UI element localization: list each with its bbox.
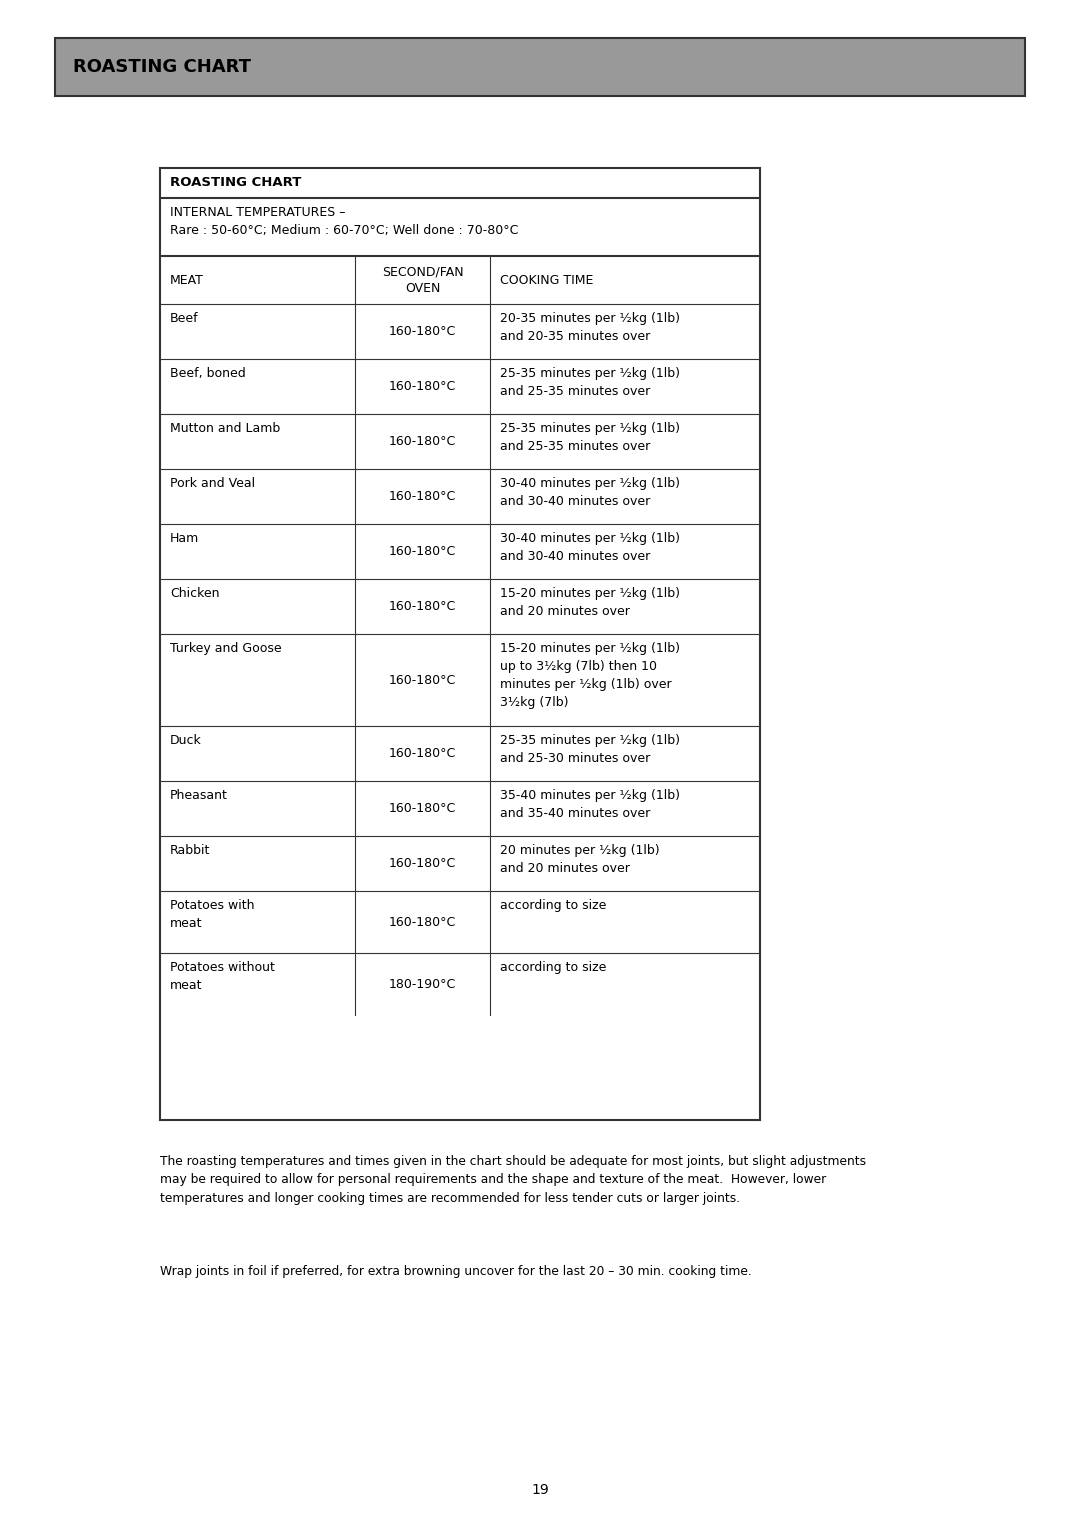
Text: Beef: Beef: [170, 312, 199, 325]
Text: 160-180°C: 160-180°C: [389, 747, 456, 759]
Text: 160-180°C: 160-180°C: [389, 915, 456, 929]
Text: Potatoes with
meat: Potatoes with meat: [170, 898, 255, 931]
Text: Mutton and Lamb: Mutton and Lamb: [170, 422, 280, 435]
Bar: [55, 38, 1025, 96]
Text: Pork and Veal: Pork and Veal: [170, 477, 255, 490]
Text: 160-180°C: 160-180°C: [389, 490, 456, 503]
Text: Duck: Duck: [170, 733, 202, 747]
Text: 30-40 minutes per ½kg (1lb)
and 30-40 minutes over: 30-40 minutes per ½kg (1lb) and 30-40 mi…: [500, 532, 680, 562]
Text: ROASTING CHART: ROASTING CHART: [170, 177, 301, 189]
Text: Wrap joints in foil if preferred, for extra browning uncover for the last 20 – 3: Wrap joints in foil if preferred, for ex…: [160, 1265, 752, 1277]
Text: 20-35 minutes per ½kg (1lb)
and 20-35 minutes over: 20-35 minutes per ½kg (1lb) and 20-35 mi…: [500, 312, 680, 342]
Text: 15-20 minutes per ½kg (1lb)
up to 3½kg (7lb) then 10
minutes per ½kg (1lb) over
: 15-20 minutes per ½kg (1lb) up to 3½kg (…: [500, 642, 680, 709]
Text: 160-180°C: 160-180°C: [389, 601, 456, 613]
Text: 25-35 minutes per ½kg (1lb)
and 25-35 minutes over: 25-35 minutes per ½kg (1lb) and 25-35 mi…: [500, 367, 680, 397]
Text: Beef, boned: Beef, boned: [170, 367, 246, 380]
Text: 160-180°C: 160-180°C: [389, 435, 456, 448]
Text: 160-180°C: 160-180°C: [389, 325, 456, 338]
Text: INTERNAL TEMPERATURES –
Rare : 50-60°C; Medium : 60-70°C; Well done : 70-80°C: INTERNAL TEMPERATURES – Rare : 50-60°C; …: [170, 206, 518, 237]
Text: MEAT: MEAT: [170, 274, 204, 287]
Text: The roasting temperatures and times given in the chart should be adequate for mo: The roasting temperatures and times give…: [160, 1155, 866, 1206]
Text: Chicken: Chicken: [170, 587, 219, 601]
Text: 30-40 minutes per ½kg (1lb)
and 30-40 minutes over: 30-40 minutes per ½kg (1lb) and 30-40 mi…: [500, 477, 680, 507]
Text: Rabbit: Rabbit: [170, 843, 211, 857]
Text: Potatoes without
meat: Potatoes without meat: [170, 961, 275, 992]
Text: 15-20 minutes per ½kg (1lb)
and 20 minutes over: 15-20 minutes per ½kg (1lb) and 20 minut…: [500, 587, 680, 617]
Text: 19: 19: [531, 1484, 549, 1497]
Text: 180-190°C: 180-190°C: [389, 978, 456, 990]
Text: 160-180°C: 160-180°C: [389, 380, 456, 393]
Text: SECOND/FAN
OVEN: SECOND/FAN OVEN: [381, 266, 463, 295]
Text: 25-35 minutes per ½kg (1lb)
and 25-35 minutes over: 25-35 minutes per ½kg (1lb) and 25-35 mi…: [500, 422, 680, 452]
Text: Turkey and Goose: Turkey and Goose: [170, 642, 282, 656]
Text: 160-180°C: 160-180°C: [389, 545, 456, 558]
Text: according to size: according to size: [500, 898, 606, 912]
Text: 160-180°C: 160-180°C: [389, 674, 456, 686]
Text: 25-35 minutes per ½kg (1lb)
and 25-30 minutes over: 25-35 minutes per ½kg (1lb) and 25-30 mi…: [500, 733, 680, 766]
Text: COOKING TIME: COOKING TIME: [500, 274, 593, 287]
Text: Pheasant: Pheasant: [170, 788, 228, 802]
Text: 35-40 minutes per ½kg (1lb)
and 35-40 minutes over: 35-40 minutes per ½kg (1lb) and 35-40 mi…: [500, 788, 680, 821]
Text: 20 minutes per ½kg (1lb)
and 20 minutes over: 20 minutes per ½kg (1lb) and 20 minutes …: [500, 843, 660, 876]
Text: 160-180°C: 160-180°C: [389, 857, 456, 869]
Text: ROASTING CHART: ROASTING CHART: [73, 58, 251, 76]
Text: according to size: according to size: [500, 961, 606, 973]
Text: Ham: Ham: [170, 532, 199, 545]
Text: 160-180°C: 160-180°C: [389, 802, 456, 814]
